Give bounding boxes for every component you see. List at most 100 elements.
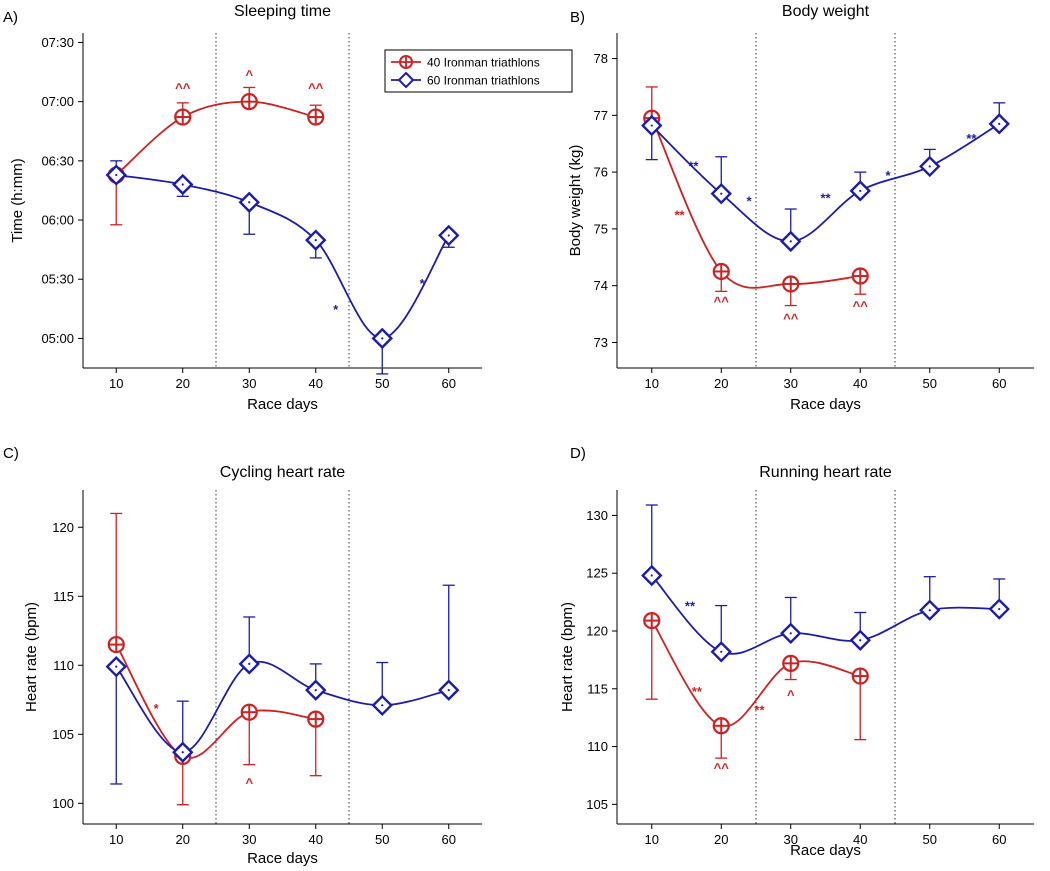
significance-marker: ^ [245,776,253,791]
x-tick-label: 60 [442,376,456,391]
data-point-circle-plus [107,635,125,654]
x-tick-label: 40 [309,376,323,391]
panel-d: D) Running heart rate 10 20 30 40 50 60 105 110 11… [559,445,1034,859]
x-tick-label: 50 [923,832,937,847]
panel-label: A) [3,9,18,26]
data-point-diamond [780,622,802,645]
series-line [650,117,861,289]
x-axis-label: Race days [790,396,861,413]
y-tick-label: 105 [586,797,608,812]
significance-marker: ^^ [853,299,869,314]
significance-marker: * [747,194,753,209]
data-point-circle-plus [851,667,869,685]
data-point-diamond [105,164,127,186]
x-tick-label: 30 [242,376,256,391]
series-line [651,123,1000,243]
y-tick-label: 73 [594,335,608,350]
x-tick-label: 60 [992,832,1006,847]
significance-marker: * [886,168,892,183]
data-point-diamond [988,598,1010,620]
data-point-circle-plus [643,611,661,630]
y-tick-label: 120 [586,623,608,638]
x-tick-label: 20 [714,832,728,847]
panel-label: C) [3,445,19,462]
panel-a: A) Sleeping time 10 20 30 40 50 60 05:00 05:30 06:… [3,3,573,413]
legend-marker-circle-plus [399,55,413,69]
x-tick-label: 40 [853,376,867,391]
y-tick-label: 125 [586,566,608,581]
data-point-diamond [305,679,327,701]
data-point-circle-plus [782,654,800,672]
series-s40 [643,611,869,759]
y-tick-label: 115 [53,589,74,604]
x-tick-label: 60 [992,376,1006,391]
y-tick-label: 75 [594,221,608,236]
data-point-diamond [710,182,732,205]
data-point-diamond [780,230,802,253]
significance-marker: ^^ [714,294,730,309]
data-point-circle-plus [174,108,192,126]
data-point-diamond [641,114,663,137]
significance-marker: * [154,701,160,716]
x-axis-label: Race days [247,850,318,867]
x-tick-label: 60 [442,832,456,847]
y-tick-label: 05:00 [41,331,74,346]
series-s60 [105,160,460,375]
legend-box [384,49,573,93]
significance-marker: * [420,276,426,291]
data-point-circle-plus [712,717,730,735]
y-tick-label: 78 [594,51,608,66]
series-s60 [641,504,1010,663]
x-tick-label: 50 [375,832,389,847]
x-axis-label: Race days [790,842,861,859]
y-tick-label: 76 [594,165,608,180]
significance-marker: ** [685,599,696,614]
panel-label: D) [570,445,586,462]
data-point-diamond [849,180,871,202]
data-point-diamond [238,653,260,675]
data-point-circle-plus [307,108,325,126]
data-point-diamond [641,564,663,587]
chart-title: Cycling heart rate [220,464,345,481]
panel-label: B) [570,9,585,26]
significance-marker: ** [820,191,831,206]
data-point-circle-plus [240,93,258,111]
y-tick-label: 06:00 [41,213,74,228]
y-tick-label: 110 [587,739,608,754]
series-s40 [643,86,869,307]
data-point-diamond [710,641,732,663]
data-point-circle-plus [851,267,869,285]
x-tick-label: 20 [714,376,728,391]
data-point-diamond [919,155,941,178]
y-axis-label: Body weight (kg) [567,145,584,257]
y-axis-label: Time (h:mm) [9,158,26,242]
data-point-diamond [172,173,194,196]
data-point-diamond [849,629,871,651]
y-tick-label: 06:30 [41,153,74,168]
panel-b: B) Body weight 10 20 30 40 50 60 73 74 75 76 77 78 Rac… [567,3,1034,413]
x-tick-label: 40 [853,832,867,847]
data-point-circle-plus [240,703,258,721]
series-line [650,620,861,728]
x-tick-label: 30 [784,832,798,847]
y-axis-label: Heart rate (bpm) [559,602,576,712]
data-point-diamond [988,113,1010,135]
significance-marker: ^^ [175,80,191,95]
chart-title: Body weight [782,3,870,20]
data-point-diamond [438,224,460,247]
legend-label-s40: 40 Ironman triathlons [427,56,540,70]
series-line [115,644,316,759]
x-tick-label: 50 [923,376,937,391]
y-tick-label: 105 [52,727,74,742]
legend-marker-diamond [397,71,415,89]
y-tick-label: 77 [594,108,608,123]
significance-marker: ^^ [783,311,799,326]
legend: 40 Ironman triathlons 60 Ironman triathlo… [384,49,573,93]
significance-marker: ^ [245,67,253,82]
y-tick-label: 120 [52,520,74,535]
significance-marker: ** [754,703,765,718]
chart-title: Sleeping time [234,3,331,20]
x-tick-label: 10 [645,832,659,847]
data-point-diamond [238,191,260,213]
